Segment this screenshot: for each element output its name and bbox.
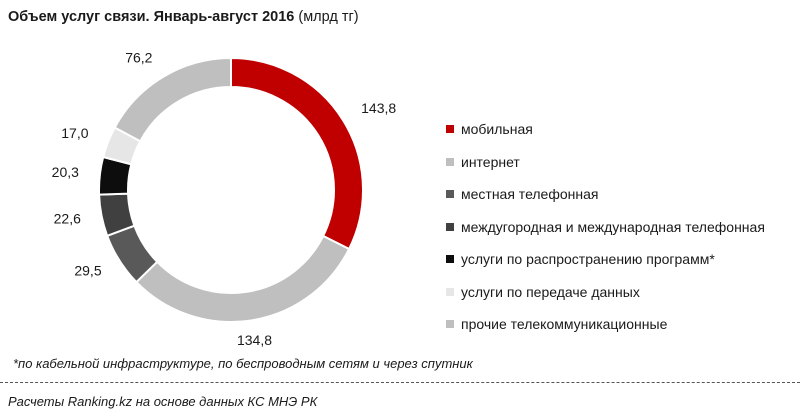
legend-item: интернет bbox=[446, 146, 765, 179]
legend-label: мобильная bbox=[461, 121, 533, 138]
slice-value-label-1: 143,8 bbox=[361, 100, 396, 116]
slice-value-label-5: 20,3 bbox=[52, 164, 79, 180]
slice-2 bbox=[134, 234, 351, 323]
legend-item: междугородная и международная телефонная bbox=[446, 211, 765, 244]
slice-7 bbox=[113, 56, 232, 143]
legend-label: интернет bbox=[461, 153, 520, 170]
legend-label: междугородная и международная телефонная bbox=[461, 218, 765, 235]
legend-label: услуги по распространению программ* bbox=[461, 251, 715, 268]
slice-value-label-6: 17,0 bbox=[61, 125, 88, 141]
legend-label: прочие телекоммуникационные bbox=[461, 316, 668, 333]
footnote: *по кабельной инфраструктуре, по беспров… bbox=[13, 356, 473, 371]
legend-swatch bbox=[446, 287, 454, 296]
legend-item: местная телефонная bbox=[446, 178, 765, 211]
legend-swatch bbox=[446, 190, 454, 199]
slice-1 bbox=[230, 56, 364, 251]
legend-item: мобильная bbox=[446, 113, 765, 146]
legend-item: услуги по распространению программ* bbox=[446, 243, 765, 276]
donut-chart: 143,8 134,8 29,5 22,6 20,3 17,0 76,2 bbox=[52, 49, 397, 348]
legend-swatch bbox=[446, 255, 454, 264]
legend-label: местная телефонная bbox=[461, 186, 599, 203]
source-note: Расчеты Ranking.kz на основе данных КС М… bbox=[8, 394, 318, 409]
legend-item: прочие телекоммуникационные bbox=[446, 308, 765, 341]
legend-item: услуги по передаче данных bbox=[446, 276, 765, 309]
legend-swatch bbox=[446, 125, 454, 134]
chart-title: Объем услуг связи. Январь-август 2016 (м… bbox=[8, 9, 359, 25]
chart-title-text: Объем услуг связи. Январь-август 2016 bbox=[8, 9, 295, 25]
legend-swatch bbox=[446, 222, 454, 231]
legend-swatch bbox=[446, 320, 454, 329]
slice-value-label-4: 22,6 bbox=[54, 210, 81, 226]
legend-swatch bbox=[446, 157, 454, 166]
chart-legend: мобильная интернет местная телефонная между… bbox=[446, 113, 765, 341]
slice-value-label-3: 29,5 bbox=[74, 262, 101, 278]
slice-value-label-7: 76,2 bbox=[125, 49, 152, 65]
legend-label: услуги по передаче данных bbox=[461, 283, 640, 300]
divider bbox=[0, 382, 800, 383]
slice-value-label-2: 134,8 bbox=[237, 332, 272, 348]
chart-unit: (млрд тг) bbox=[298, 9, 359, 25]
